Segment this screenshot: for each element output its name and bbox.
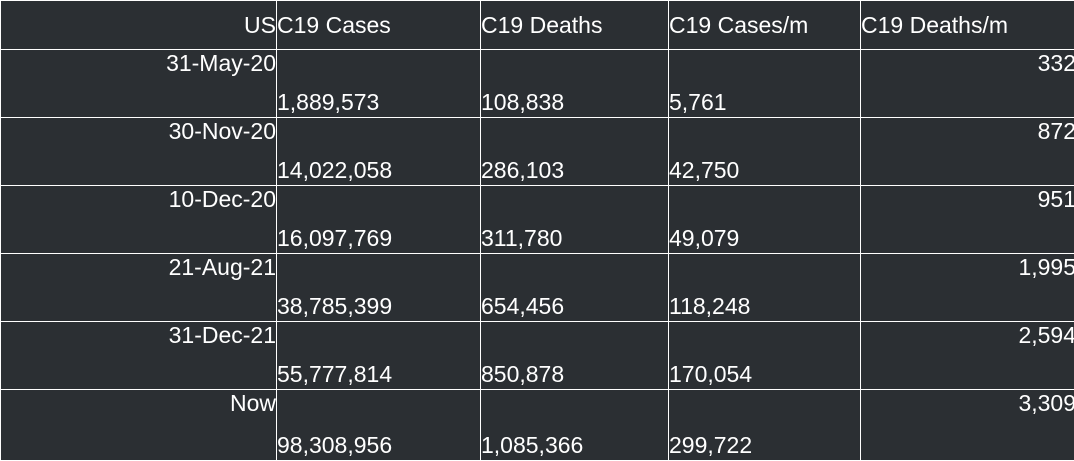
deaths-value: 850,878 bbox=[481, 359, 564, 389]
row-date: 31-May-20 bbox=[1, 50, 277, 118]
cell-cases-per-million: 118,248 bbox=[669, 254, 861, 322]
cell-deaths-per-million: 2,594 bbox=[861, 322, 1074, 390]
cases-value: 55,777,814 bbox=[277, 359, 392, 389]
cases-per-million-value: 5,761 bbox=[669, 87, 727, 117]
cell-deaths-per-million: 951 bbox=[861, 186, 1074, 254]
cell-cases: 38,785,399 bbox=[277, 254, 481, 322]
cell-deaths-per-million: 1,995 bbox=[861, 254, 1074, 322]
cell-deaths: 1,085,366 bbox=[481, 390, 669, 461]
cell-deaths-per-million: 332 bbox=[861, 50, 1074, 118]
cases-per-million-value: 118,248 bbox=[669, 291, 750, 321]
header-deaths: C19 Deaths bbox=[481, 1, 669, 50]
cell-deaths: 108,838 bbox=[481, 50, 669, 118]
cell-cases: 16,097,769 bbox=[277, 186, 481, 254]
deaths-value: 108,838 bbox=[481, 87, 564, 117]
cell-cases-per-million: 299,722 bbox=[669, 390, 861, 461]
cell-cases-per-million: 170,054 bbox=[669, 322, 861, 390]
row-date: 31-Dec-21 bbox=[1, 322, 277, 390]
cases-value: 16,097,769 bbox=[277, 223, 392, 253]
row-date: 21-Aug-21 bbox=[1, 254, 277, 322]
cases-per-million-value: 170,054 bbox=[669, 359, 752, 389]
cases-per-million-value: 42,750 bbox=[669, 155, 739, 185]
cases-value: 1,889,573 bbox=[277, 87, 379, 117]
cell-deaths: 311,780 bbox=[481, 186, 669, 254]
table-row: 31-May-20 1,889,573 108,838 5,761 332 bbox=[1, 50, 1074, 118]
table-body: 31-May-20 1,889,573 108,838 5,761 332 30… bbox=[1, 50, 1074, 461]
cases-per-million-value: 49,079 bbox=[669, 223, 739, 253]
cell-cases-per-million: 42,750 bbox=[669, 118, 861, 186]
header-us: US bbox=[1, 1, 277, 50]
cell-cases: 1,889,573 bbox=[277, 50, 481, 118]
cases-value: 14,022,058 bbox=[277, 155, 392, 185]
cell-deaths: 286,103 bbox=[481, 118, 669, 186]
row-date: 30-Nov-20 bbox=[1, 118, 277, 186]
header-cases-per-million: C19 Cases/m bbox=[669, 1, 861, 50]
cell-deaths-per-million: 872 bbox=[861, 118, 1074, 186]
deaths-value: 654,456 bbox=[481, 291, 564, 321]
deaths-value: 286,103 bbox=[481, 155, 564, 185]
cell-cases: 14,022,058 bbox=[277, 118, 481, 186]
header-deaths-per-million: C19 Deaths/m bbox=[861, 1, 1074, 50]
cell-deaths-per-million: 3,309 bbox=[861, 390, 1074, 461]
cell-cases-per-million: 5,761 bbox=[669, 50, 861, 118]
table-row: 10-Dec-20 16,097,769 311,780 49,079 951 bbox=[1, 186, 1074, 254]
table-row: 21-Aug-21 38,785,399 654,456 118,248 1,9… bbox=[1, 254, 1074, 322]
table-row: Now 98,308,956 1,085,366 299,722 3,309 bbox=[1, 390, 1074, 461]
header-row: US C19 Cases C19 Deaths C19 Cases/m C19 … bbox=[1, 1, 1074, 50]
table-header: US C19 Cases C19 Deaths C19 Cases/m C19 … bbox=[1, 1, 1074, 50]
row-date: 10-Dec-20 bbox=[1, 186, 277, 254]
cell-cases-per-million: 49,079 bbox=[669, 186, 861, 254]
deaths-value: 311,780 bbox=[481, 223, 562, 253]
header-cases: C19 Cases bbox=[277, 1, 481, 50]
table-row: 30-Nov-20 14,022,058 286,103 42,750 872 bbox=[1, 118, 1074, 186]
cell-deaths: 654,456 bbox=[481, 254, 669, 322]
cases-value: 38,785,399 bbox=[277, 291, 392, 321]
table-row: 31-Dec-21 55,777,814 850,878 170,054 2,5… bbox=[1, 322, 1074, 390]
cell-cases: 98,308,956 bbox=[277, 390, 481, 461]
cell-cases: 55,777,814 bbox=[277, 322, 481, 390]
cell-deaths: 850,878 bbox=[481, 322, 669, 390]
row-date: Now bbox=[1, 390, 277, 461]
